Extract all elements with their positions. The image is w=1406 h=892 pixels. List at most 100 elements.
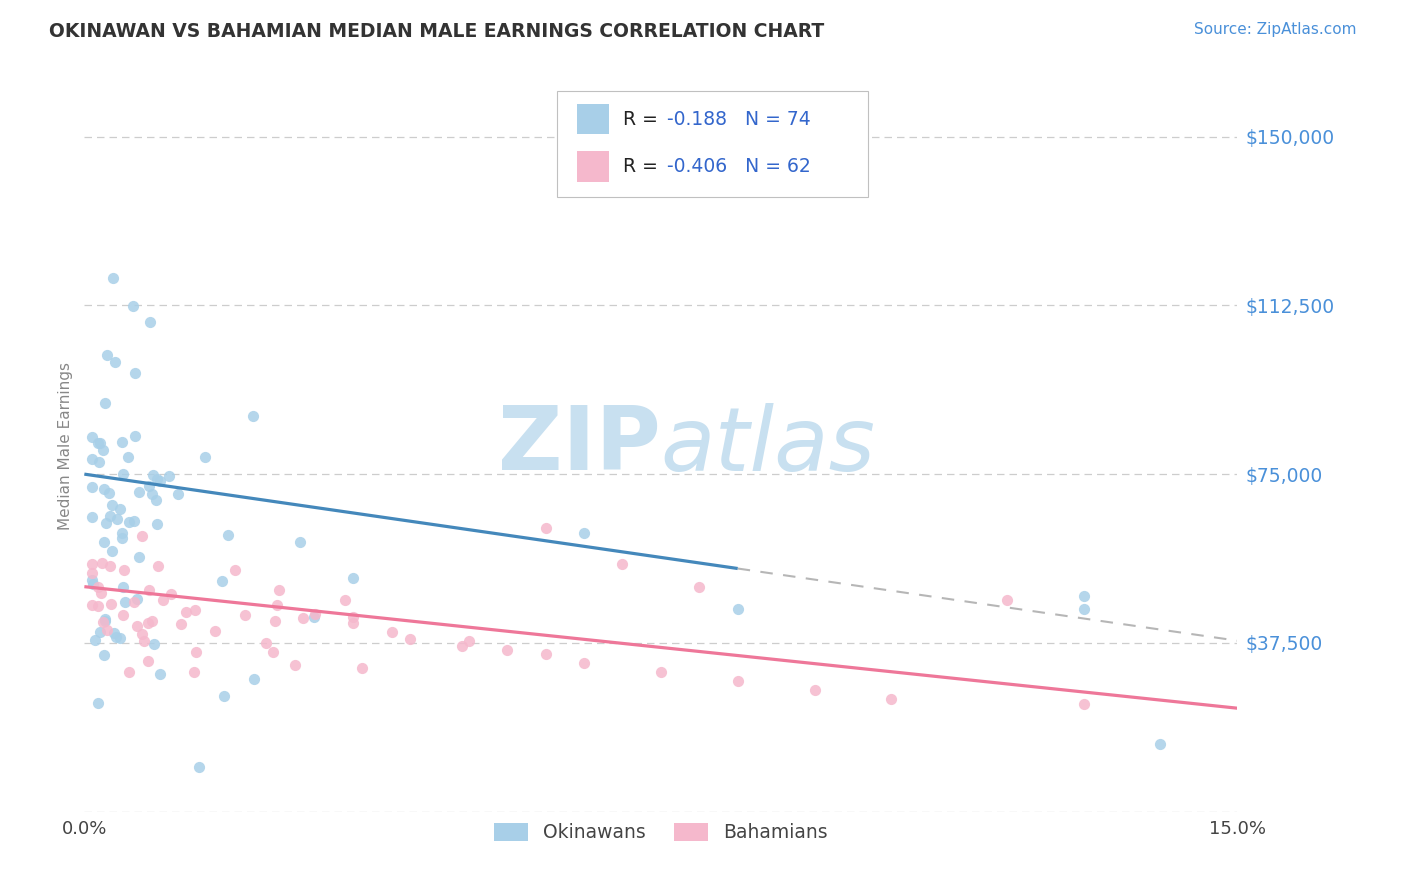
Point [111,531,134,545]
Text: Source: ZipAtlas.com: Source: ZipAtlas.com [1194,22,1357,37]
Text: atlas: atlas [661,403,876,489]
Point [184,603,207,617]
Point [291,610,314,624]
Point [82,577,104,591]
Point [572,656,595,670]
Point [103,626,125,640]
Point [149,474,172,488]
Point [267,582,290,597]
Point [688,580,710,594]
Point [284,658,307,673]
Point [80,574,103,588]
Point [80,430,103,444]
Point [451,639,474,653]
Point [98,559,121,574]
Point [93,648,115,663]
Point [94,612,117,626]
Point [1073,602,1095,616]
Point [91,443,114,458]
Point [80,557,103,571]
Point [114,595,136,609]
Point [880,692,903,706]
Point [87,436,110,450]
Point [80,509,103,524]
Point [224,563,246,577]
Point [89,624,111,639]
Point [80,480,103,494]
Point [100,597,122,611]
Point [141,487,163,501]
Point [111,434,134,449]
Point [149,667,172,681]
Point [103,354,125,368]
Point [86,599,108,614]
Point [98,509,121,524]
Point [142,637,165,651]
Point [125,592,148,607]
FancyBboxPatch shape [557,91,869,197]
Point [94,516,117,531]
Point [93,534,115,549]
Point [93,482,115,496]
Point [117,450,139,464]
Y-axis label: Median Male Earnings: Median Male Earnings [58,362,73,530]
Point [727,674,749,689]
Point [124,429,146,443]
Point [118,515,141,529]
Point [188,760,211,774]
Point [534,647,557,661]
Point [174,605,197,619]
Point [141,614,163,628]
Point [101,499,124,513]
Point [87,455,110,469]
Point [264,614,287,628]
Point [342,615,364,630]
Point [118,665,141,680]
Point [111,526,134,541]
Point [108,501,131,516]
Text: OKINAWAN VS BAHAMIAN MEDIAN MALE EARNINGS CORRELATION CHART: OKINAWAN VS BAHAMIAN MEDIAN MALE EARNING… [49,22,824,41]
Point [105,512,128,526]
Point [727,602,749,616]
Point [112,563,135,577]
Text: -0.188   N = 74: -0.188 N = 74 [666,110,810,128]
Point [342,609,364,624]
Point [138,479,160,493]
Point [212,690,235,704]
Point [217,528,239,542]
Point [124,367,146,381]
Point [112,607,135,622]
Point [128,485,150,500]
Point [101,543,124,558]
Point [121,299,143,313]
Point [83,633,105,648]
Point [127,619,149,633]
Point [80,452,103,467]
Point [91,615,114,629]
Point [94,396,117,410]
Point [96,348,118,362]
Point [145,472,167,486]
Point [262,645,284,659]
Point [352,660,374,674]
Point [134,634,156,648]
Point [612,557,634,571]
FancyBboxPatch shape [576,103,609,135]
Point [87,580,110,594]
Point [111,580,134,594]
Point [105,630,128,644]
Point [145,492,167,507]
Point [304,607,326,621]
Point [124,595,146,609]
Point [186,645,208,659]
Point [204,624,226,638]
Text: R =: R = [623,110,664,128]
Point [254,636,277,650]
Point [80,566,103,581]
Point [302,610,325,624]
Text: R =: R = [623,157,664,176]
Point [138,315,160,329]
Point [457,633,479,648]
Point [342,571,364,585]
Point [242,409,264,423]
